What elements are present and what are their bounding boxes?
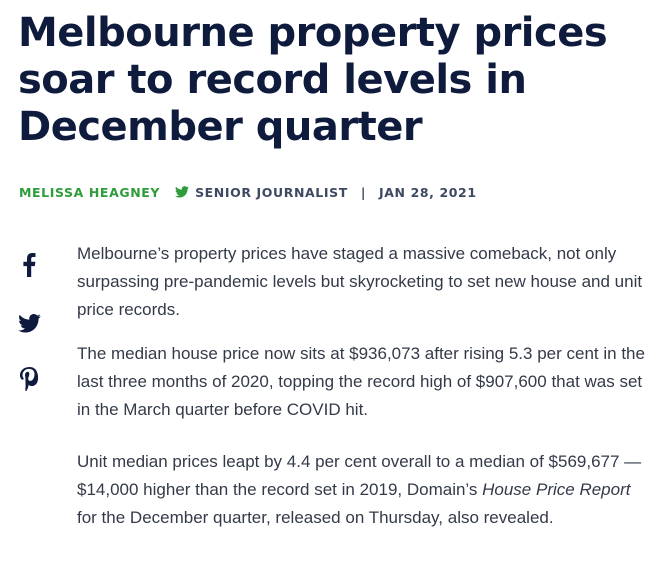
byline-separator: | xyxy=(360,184,367,200)
article-paragraph-3: Unit median prices leapt by 4.4 per cent… xyxy=(77,448,647,532)
publish-date: Jan 28, 2021 xyxy=(379,184,477,200)
facebook-icon[interactable] xyxy=(14,250,44,280)
report-title: House Price Report xyxy=(482,480,631,499)
article-paragraph-1: Melbourne’s property prices have staged … xyxy=(77,244,643,319)
article-headline: Melbourne property prices soar to record… xyxy=(18,10,608,150)
author-role: Senior Journalist xyxy=(195,184,348,200)
twitter-bird-icon[interactable] xyxy=(175,186,190,198)
author-link[interactable]: Melissa Heagney xyxy=(19,184,161,200)
paragraph-3-text-start: Unit median prices leapt by 4.4 per cent… xyxy=(77,452,642,499)
twitter-icon[interactable] xyxy=(14,308,44,338)
article-paragraph-2: The median house price now sits at $936,… xyxy=(77,344,645,419)
pinterest-icon[interactable] xyxy=(14,364,44,394)
paragraph-3-text-end: for the December quarter, released on Th… xyxy=(77,508,554,527)
byline: Melissa Heagney Senior Journalist | Jan … xyxy=(19,183,477,201)
